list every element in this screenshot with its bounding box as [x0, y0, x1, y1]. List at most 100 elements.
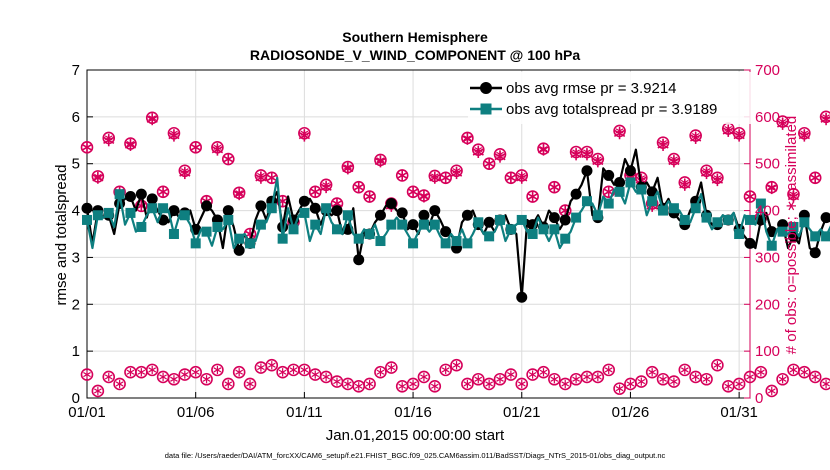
totalspread-point [473, 217, 484, 228]
rmse-point [418, 209, 430, 221]
obs-star-spoke [499, 376, 504, 380]
obs-assimilated-point [592, 155, 604, 168]
totalspread-point [429, 219, 440, 230]
obs-star-spoke [278, 369, 283, 373]
obs-possible-marker [189, 365, 202, 379]
totalspread-point [168, 229, 179, 239]
obs-assimilated-spoke [429, 174, 436, 179]
obs-star-spoke [463, 381, 468, 385]
obs-assimilated-point [505, 171, 517, 184]
obs-star-spoke [401, 383, 407, 387]
obs-assimilated-spoke [548, 183, 555, 188]
obs-assimilated-spoke [423, 192, 430, 198]
obs-possible-low-point [221, 377, 235, 391]
obs-star-spoke [619, 386, 624, 390]
obs-possible-marker [145, 363, 159, 377]
obs-assimilated-point [374, 155, 387, 168]
obs-star-spoke [130, 369, 135, 373]
obs-star-spoke [814, 374, 820, 378]
obs-possible-low-point [135, 365, 148, 379]
totalspread-point [821, 231, 830, 242]
obs-possible-low-point [450, 358, 463, 372]
obs-possible-low-point [308, 368, 322, 381]
obs-assimilated-spoke [434, 177, 441, 182]
obs-assimilated-spoke [347, 167, 354, 173]
obs-assimilated-spoke [793, 195, 800, 201]
rmse-point [559, 214, 571, 226]
totalspread-point [147, 203, 158, 214]
obs-assimilated-point [603, 185, 615, 198]
obs-star-spoke [684, 367, 689, 371]
obs-possible-low-point [200, 372, 213, 386]
obs-possible-low-point [482, 377, 496, 391]
obs-assimilated-spoke [543, 145, 550, 151]
obs-assimilated-spoke [303, 131, 310, 137]
obs-assimilated-spoke [477, 151, 484, 156]
obs-possible-low-point [287, 363, 300, 377]
obs-assimilated-spoke [347, 164, 354, 170]
x-tick-label: 01/21 [503, 404, 541, 421]
rmse-point [374, 209, 386, 221]
obs-star-spoke [238, 369, 244, 373]
obs-assimilated-spoke [716, 176, 723, 181]
obs-assimilated-spoke [450, 172, 457, 177]
totalspread-point [690, 203, 701, 214]
obs-star-spoke [289, 367, 294, 371]
obs-assimilated-spoke [173, 131, 180, 137]
obs-assimilated-spoke [407, 188, 414, 193]
obs-assimilated-spoke [266, 177, 273, 182]
obs-star-spoke [423, 374, 428, 378]
x-tick-label: 01/31 [720, 404, 758, 421]
obs-assimilated-spoke [222, 158, 229, 163]
obs-assimilated-spoke [803, 131, 810, 137]
obs-star-spoke [670, 379, 675, 383]
obs-assimilated-point [157, 185, 169, 198]
rmse-point [81, 202, 93, 214]
rmse-point [429, 205, 441, 217]
obs-assimilated-spoke [81, 143, 88, 149]
obs-assimilated-spoke [97, 177, 104, 182]
obs-star-spoke [760, 369, 765, 373]
obs-star-spoke [485, 381, 490, 385]
chart-title: Southern Hemisphere [342, 29, 488, 45]
obs-assimilated-spoke [336, 202, 343, 208]
obs-possible-marker [439, 363, 452, 377]
obs-star-spoke [224, 381, 229, 385]
obs-assimilated-point [744, 190, 756, 203]
obs-assimilated-point [668, 155, 680, 168]
obs-assimilated-spoke [722, 130, 729, 135]
obs-assimilated-spoke [195, 143, 202, 149]
obs-possible-low-point [113, 377, 126, 391]
obs-assimilated-spoke [619, 132, 626, 137]
obs-possible-low-point [91, 384, 105, 398]
obs-star-spoke [626, 381, 631, 385]
obs-possible-marker [374, 365, 387, 379]
obs-star-spoke [173, 376, 178, 380]
legend-spread-marker [480, 103, 492, 115]
obs-possible-marker [471, 372, 485, 386]
obs-assimilated-spoke [706, 172, 713, 177]
obs-assimilated-spoke [233, 193, 240, 198]
y-right-tick-label: 700 [755, 62, 780, 79]
obs-assimilated-spoke [684, 181, 691, 186]
obs-star-spoke [347, 381, 352, 385]
obs-possible-marker [711, 358, 724, 372]
obs-possible-marker [243, 377, 257, 391]
obs-assimilated-spoke [162, 191, 169, 196]
obs-assimilated-spoke [97, 174, 104, 179]
obs-possible-marker [417, 370, 431, 384]
obs-possible-marker [221, 377, 235, 391]
x-tick-label: 01/11 [286, 404, 322, 421]
obs-assimilated-spoke [553, 183, 560, 188]
obs-star-spoke [191, 369, 196, 373]
obs-star-spoke [782, 376, 787, 380]
rmse-point [809, 247, 821, 259]
obs-assimilated-spoke [733, 134, 740, 140]
obs-assimilated-spoke [396, 174, 403, 180]
obs-assimilated-spoke [342, 164, 349, 170]
obs-star-spoke [550, 376, 555, 380]
obs-possible-low-point [363, 377, 376, 391]
obs-assimilated-spoke [722, 127, 729, 132]
obs-assimilated-spoke [662, 144, 669, 149]
obs-star-spoke [137, 369, 142, 373]
